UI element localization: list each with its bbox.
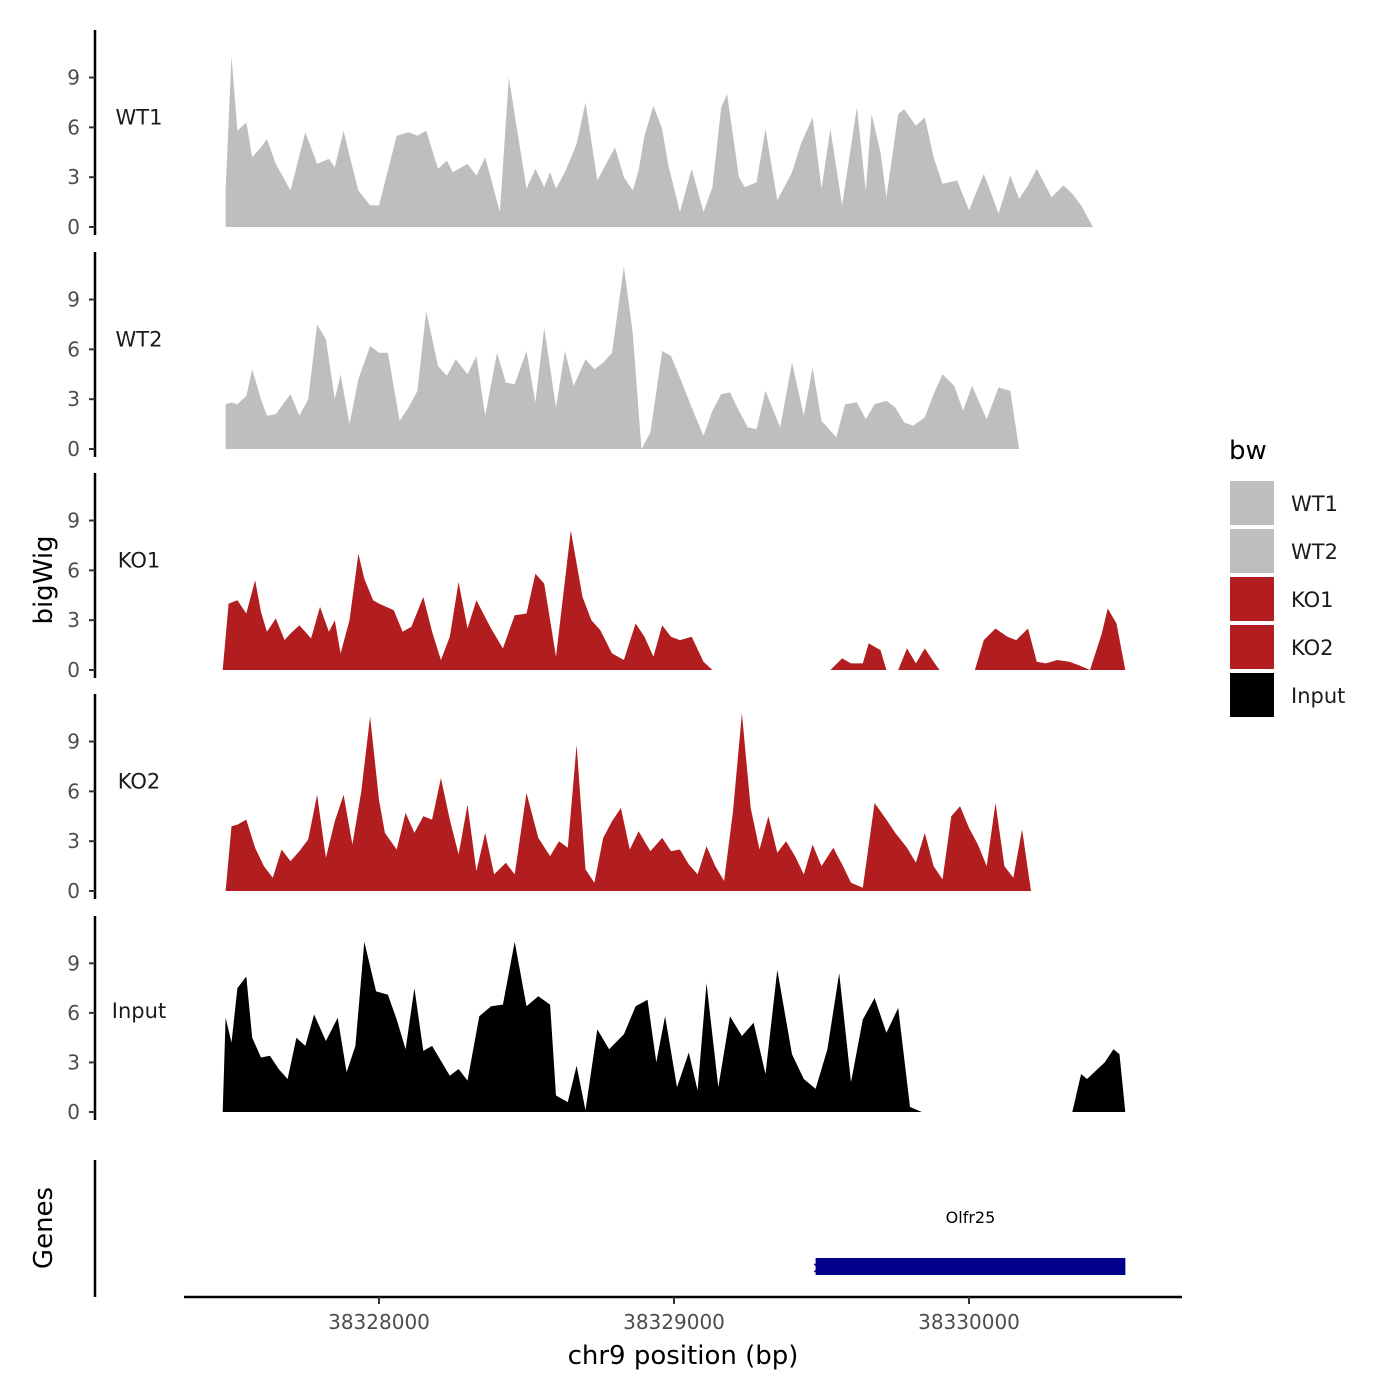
y-tick-label: 6 (67, 558, 80, 582)
x-tick-label: 38329000 (623, 1310, 725, 1334)
gene-body (815, 1258, 1126, 1275)
y-tick-label: 6 (67, 337, 80, 361)
track-area-ko1 (830, 643, 887, 670)
y-tick-label: 9 (67, 509, 80, 533)
legend-label: WT2 (1291, 540, 1338, 564)
track-area-ko1 (222, 530, 798, 670)
track-ko2: 0 3 6 9 KO2 (67, 694, 1114, 903)
gene-strand-icon: × (812, 1258, 825, 1277)
y-tick-label: 3 (67, 829, 80, 853)
genes-layer: × Olfr25 (93, 1160, 1126, 1297)
y-tick-label: 0 (67, 1100, 80, 1124)
y-tick-label: 3 (67, 165, 80, 189)
track-ko1: 0 3 6 9 KO1 (67, 473, 1126, 682)
legend-key-ko2 (1230, 625, 1274, 669)
y-tick-label: 3 (67, 387, 80, 411)
y-tick-label: 0 (67, 437, 80, 461)
y-tick-label: 3 (67, 1050, 80, 1074)
legend-key-ko1 (1230, 577, 1274, 621)
gene-label: Olfr25 (946, 1208, 996, 1227)
track-area-ko1 (974, 608, 1126, 670)
track-input: 0 3 6 9 Input (67, 916, 1126, 1124)
genes-axis-title: Genes (29, 1187, 59, 1269)
legend-label: WT1 (1291, 492, 1338, 516)
legend-key-wt2 (1230, 529, 1274, 573)
x-axis: 38328000 38329000 38330000 (184, 1295, 1182, 1334)
track-label: Input (112, 999, 166, 1023)
legend-key-wt1 (1230, 481, 1274, 525)
x-axis-title: chr9 position (bp) (568, 1341, 799, 1371)
track-label: KO1 (118, 549, 161, 573)
y-tick-label: 6 (67, 115, 80, 139)
track-area-ko1 (898, 648, 940, 670)
track-label: WT1 (116, 106, 163, 130)
y-tick-label: 0 (67, 215, 80, 239)
track-wt2: 0 3 6 9 WT2 (67, 252, 1126, 461)
tracks-layer: 0 3 6 9 WT1 0 3 6 9 WT2 0 3 6 9 KO1 0 3 6 9 KO2 0 3 6 9 Input (67, 30, 1126, 1124)
y-tick-label: 9 (67, 730, 80, 754)
legend-title: bw (1229, 436, 1267, 466)
track-label: WT2 (116, 328, 163, 352)
x-tick-label: 38328000 (328, 1310, 430, 1334)
y-tick-label: 6 (67, 779, 80, 803)
legend-label: KO1 (1291, 588, 1334, 612)
y-tick-label: 0 (67, 658, 80, 682)
x-tick-label: 38330000 (918, 1310, 1020, 1334)
legend: bw WT1 WT2 KO1 KO2 Input (1229, 436, 1345, 717)
legend-label: KO2 (1291, 636, 1334, 660)
legend-label: Input (1291, 684, 1345, 708)
y-tick-label: 3 (67, 608, 80, 632)
y-tick-label: 0 (67, 879, 80, 903)
y-tick-label: 9 (67, 66, 80, 90)
track-area-ko2 (225, 713, 1114, 891)
legend-key-input (1230, 673, 1274, 717)
track-wt1: 0 3 6 9 WT1 (67, 30, 1126, 239)
track-area-input (1072, 1049, 1126, 1112)
track-area-wt2 (225, 266, 1126, 449)
track-area-input (222, 941, 1037, 1112)
track-label: KO2 (118, 770, 161, 794)
y-axis-title: bigWig (29, 535, 59, 624)
y-tick-label: 9 (67, 951, 80, 975)
y-tick-label: 6 (67, 1001, 80, 1025)
y-tick-label: 9 (67, 288, 80, 312)
track-area-wt1 (225, 55, 1126, 228)
